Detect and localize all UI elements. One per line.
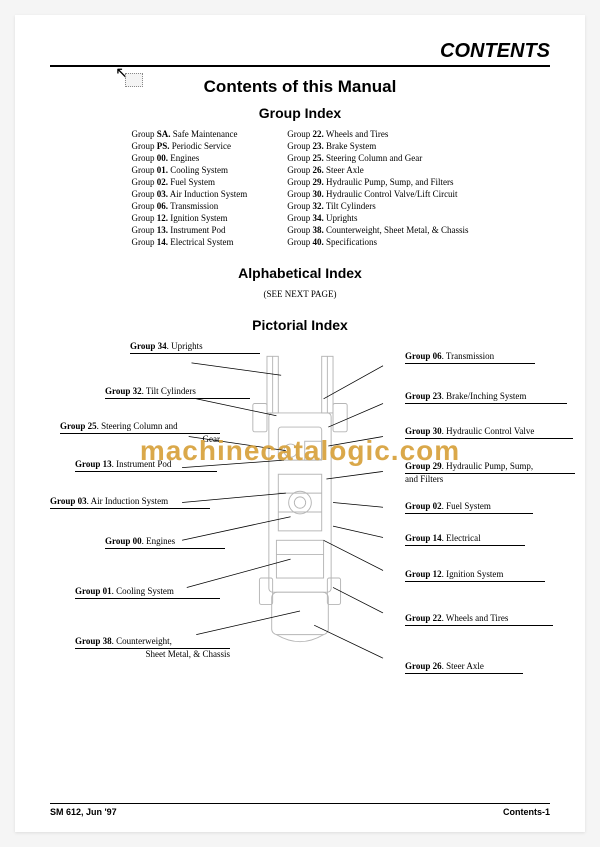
group-row: Group 14. Electrical System — [132, 237, 248, 247]
watermark-text: machinecatalogic.com — [140, 435, 460, 467]
group-row: Group PS. Periodic Service — [132, 141, 248, 151]
group-row: Group 23. Brake System — [287, 141, 468, 151]
group-row: Group 00. Engines — [132, 153, 248, 163]
page: ↖ CONTENTS Contents of this Manual Group… — [15, 15, 585, 832]
group-row: Group 34. Uprights — [287, 213, 468, 223]
group-row: Group 13. Instrument Pod — [132, 225, 248, 235]
diagram-label: Group 14. Electrical — [405, 533, 525, 546]
group-col-right: Group 22. Wheels and Tires Group 23. Brak… — [287, 129, 468, 247]
group-row: Group 38. Counterweight, Sheet Metal, & … — [287, 225, 468, 235]
group-row: Group 06. Transmission — [132, 201, 248, 211]
group-row: Group 26. Steer Axle — [287, 165, 468, 175]
group-row: Group 30. Hydraulic Control Valve/Lift C… — [287, 189, 468, 199]
diagram-label: Group 01. Cooling System — [75, 586, 220, 599]
group-index: Group SA. Safe Maintenance Group PS. Peri… — [50, 129, 550, 247]
pictorial-diagram: Group 34. Uprights Group 32. Tilt Cylinde… — [50, 341, 550, 716]
footer-left: SM 612, Jun '97 — [50, 807, 117, 817]
group-index-title: Group Index — [50, 105, 550, 121]
diagram-label: Group 12. Ignition System — [405, 569, 545, 582]
diagram-label: Group 34. Uprights — [130, 341, 260, 354]
cursor-icon: ↖ — [115, 63, 128, 83]
group-row: Group 12. Ignition System — [132, 213, 248, 223]
diagram-label: Group 06. Transmission — [405, 351, 535, 364]
group-row: Group 02. Fuel System — [132, 177, 248, 187]
diagram-label: Group 03. Air Induction System — [50, 496, 210, 509]
diagram-label: Group 00. Engines — [105, 536, 225, 549]
diagram-label: Group 22. Wheels and Tires — [405, 613, 553, 626]
see-next: (SEE NEXT PAGE) — [50, 289, 550, 299]
group-col-left: Group SA. Safe Maintenance Group PS. Peri… — [132, 129, 248, 247]
diagram-label: Group 26. Steer Axle — [405, 661, 523, 674]
group-row: Group 40. Specifications — [287, 237, 468, 247]
pictorial-index-title: Pictorial Index — [50, 317, 550, 333]
footer: SM 612, Jun '97 Contents-1 — [50, 803, 550, 817]
group-row: Group 25. Steering Column and Gear — [287, 153, 468, 163]
footer-right: Contents-1 — [503, 807, 550, 817]
group-row: Group 29. Hydraulic Pump, Sump, and Filt… — [287, 177, 468, 187]
diagram-label: Group 02. Fuel System — [405, 501, 533, 514]
alpha-index-title: Alphabetical Index — [50, 265, 550, 281]
group-row: Group 32. Tilt Cylinders — [287, 201, 468, 211]
group-row: Group SA. Safe Maintenance — [132, 129, 248, 139]
diagram-label: Group 23. Brake/Inching System — [405, 391, 567, 404]
group-row: Group 22. Wheels and Tires — [287, 129, 468, 139]
diagram-label: Group 32. Tilt Cylinders — [105, 386, 250, 399]
diagram-label: Group 38. Counterweight,Sheet Metal, & C… — [75, 636, 230, 660]
header-title: CONTENTS — [50, 40, 550, 65]
group-row: Group 01. Cooling System — [132, 165, 248, 175]
group-row: Group 03. Air Induction System — [132, 189, 248, 199]
